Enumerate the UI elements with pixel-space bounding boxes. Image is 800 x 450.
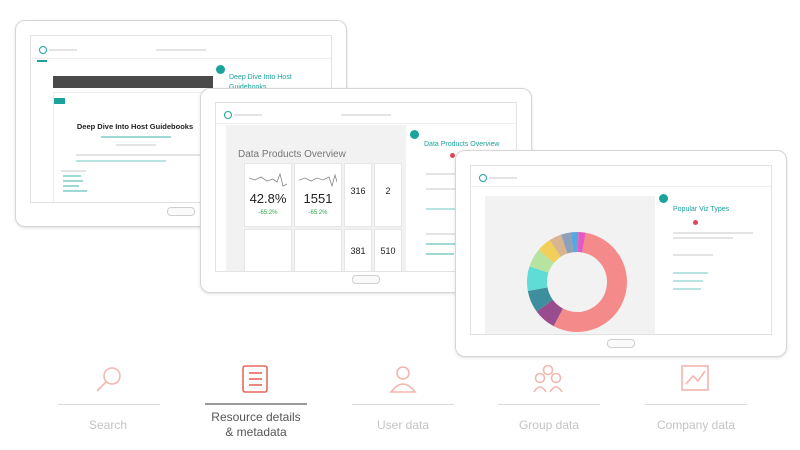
home-button — [167, 207, 195, 216]
nav-label[interactable]: Group data — [518, 418, 580, 432]
sidebar-title: Data Products Overview — [424, 141, 500, 148]
donut-segment — [527, 232, 627, 332]
search-bar — [156, 49, 206, 51]
text-line — [63, 180, 83, 182]
donut-segment — [527, 232, 627, 332]
text-line — [673, 288, 701, 290]
tile: 381 — [344, 229, 372, 271]
nav-underline — [645, 404, 747, 405]
details-icon — [242, 365, 268, 393]
nav-underline-active — [205, 403, 307, 405]
company-icon — [681, 365, 709, 391]
tile: 510 — [374, 229, 402, 271]
sidebar-title: Popular Viz Types — [673, 206, 730, 213]
tile-value: 510 — [380, 246, 396, 256]
text-line — [61, 170, 86, 172]
search-bar — [341, 114, 391, 116]
text-line — [76, 160, 166, 162]
tab-active — [37, 60, 47, 62]
tile-value: 316 — [350, 186, 366, 196]
group-icon — [533, 364, 563, 393]
donut-chart — [527, 232, 627, 332]
text-line — [426, 233, 461, 235]
sidebar-title: Deep Dive Into Host Guidebooks — [229, 74, 292, 91]
heart — [693, 220, 698, 225]
divider — [471, 186, 771, 187]
nav-underline — [58, 404, 160, 405]
tile: 2 — [374, 163, 402, 227]
text-line — [234, 114, 262, 116]
document-title: Deep Dive Into Host Guidebooks — [76, 122, 194, 131]
home-button — [607, 339, 635, 348]
user-icon — [389, 366, 417, 393]
chart-panel — [485, 196, 655, 334]
text-line — [116, 144, 156, 146]
text-line — [426, 188, 476, 190]
text-line — [63, 190, 87, 192]
text-line — [673, 254, 713, 256]
dashboard-title: Data Products Overview — [238, 149, 346, 160]
nav-icons — [96, 364, 709, 393]
screen: Popular Viz Types — [470, 165, 772, 335]
text-line — [489, 177, 517, 179]
text-line — [426, 243, 456, 245]
tile: 42.8% -65.2% — [244, 163, 292, 227]
toolbar — [53, 76, 213, 88]
badge — [659, 194, 668, 203]
tile-change: -65.2% — [258, 210, 278, 216]
tile-value: 1551 — [303, 191, 333, 206]
tile-value: 381 — [350, 246, 366, 256]
tile-value: 42.8% — [249, 191, 287, 206]
text-line — [101, 136, 171, 138]
text-line — [426, 253, 454, 255]
tablet: Popular Viz Types — [455, 150, 787, 357]
heart — [450, 153, 455, 158]
nav-label-active[interactable]: Resource details & metadata — [211, 410, 301, 439]
badge — [410, 130, 419, 139]
sparkline — [249, 172, 287, 187]
tile — [294, 229, 342, 271]
badge — [216, 65, 225, 74]
home-button — [352, 275, 380, 284]
text-line — [673, 272, 708, 274]
nav-underline — [498, 404, 600, 405]
text-line — [673, 237, 733, 239]
text-line — [426, 208, 471, 210]
tile-change: -65.2% — [308, 210, 328, 216]
text-line — [426, 173, 466, 175]
search-icon — [96, 367, 121, 392]
tile — [244, 229, 292, 271]
logo — [224, 111, 232, 119]
nav-label[interactable]: Search — [88, 418, 128, 432]
button — [53, 98, 65, 104]
text-line — [76, 154, 201, 156]
text-line — [673, 232, 753, 234]
sparkline — [299, 173, 337, 188]
text-line — [63, 175, 81, 177]
tile: 1551 -65.2% — [294, 163, 342, 227]
text-line — [49, 49, 77, 51]
tile-value: 2 — [385, 186, 391, 196]
tile: 316 — [344, 163, 372, 227]
divider — [216, 123, 516, 124]
nav-label[interactable]: Company data — [656, 418, 736, 432]
nav-label[interactable]: User data — [376, 418, 430, 432]
text-line — [63, 185, 79, 187]
text-line — [673, 280, 703, 282]
logo — [39, 46, 47, 54]
logo — [479, 174, 487, 182]
divider — [31, 58, 331, 59]
nav-underline — [352, 404, 454, 405]
